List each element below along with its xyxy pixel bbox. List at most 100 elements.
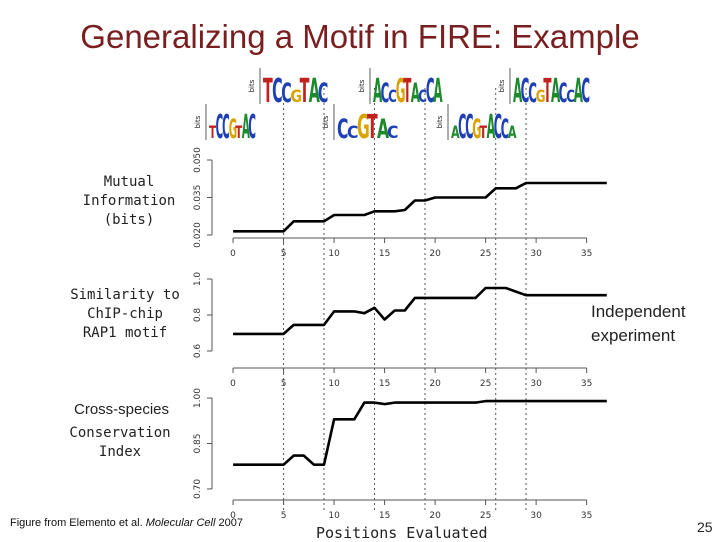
logo-letter-5-4: T bbox=[543, 71, 551, 110]
logo-letter-2-5: A bbox=[411, 77, 420, 108]
logo-letter-5-5: A bbox=[551, 71, 561, 110]
logo-bits-label-1: bits bbox=[248, 79, 256, 92]
x-tick-label-2-3: 15 bbox=[379, 511, 390, 521]
x-tick-label-0-4: 20 bbox=[429, 249, 441, 259]
logo-letter-1-2: C bbox=[281, 78, 291, 109]
logo-bits-label-0: bits bbox=[194, 115, 202, 128]
logo-letter-2-4: T bbox=[403, 71, 411, 110]
logo-letter-1-6: C bbox=[318, 78, 328, 109]
logo-letter-4-7: C bbox=[501, 113, 509, 144]
x-tick-label-1-3: 15 bbox=[379, 379, 390, 389]
x-tick-label-2-5: 25 bbox=[480, 511, 491, 521]
logo-letter-2-0: A bbox=[373, 71, 383, 110]
logo-letter-2-3: G bbox=[396, 71, 406, 110]
logo-bits-label-5: bits bbox=[498, 79, 506, 92]
logo-letter-3-1: C bbox=[347, 123, 358, 143]
y-tick-label-1-2: 1.0 bbox=[193, 272, 203, 287]
logo-bits-label-4: bits bbox=[436, 115, 444, 128]
logo-letter-4-8: A bbox=[508, 124, 517, 143]
logo-letter-2-7: C bbox=[426, 71, 435, 110]
x-tick-label-2-1: 5 bbox=[281, 511, 287, 521]
x-tick-label-2-0: 0 bbox=[230, 511, 236, 521]
logo-letter-5-9: C bbox=[581, 71, 590, 110]
slide-title: Generalizing a Motif in FIRE: Example bbox=[80, 18, 640, 55]
x-tick-label-0-6: 30 bbox=[530, 249, 542, 259]
logo-letter-3-3: T bbox=[367, 109, 378, 147]
x-tick-label-0-1: 5 bbox=[281, 249, 287, 259]
x-tick-label-0-7: 35 bbox=[581, 249, 592, 259]
x-tick-label-0-0: 0 bbox=[230, 249, 236, 259]
page-number: 25 bbox=[697, 519, 713, 535]
logo-letter-3-5: C bbox=[387, 123, 398, 143]
logo-letter-5-8: A bbox=[574, 71, 584, 110]
logo-letter-1-4: T bbox=[300, 71, 310, 110]
y-tick-label-1-1: 0.8 bbox=[193, 308, 203, 323]
x-tick-label-1-5: 25 bbox=[480, 379, 491, 389]
x-tick-label-1-2: 10 bbox=[328, 379, 340, 389]
logo-letter-5-1: C bbox=[521, 71, 530, 110]
logo-letter-0-3: G bbox=[229, 113, 237, 145]
y-tick-label-0-1: 0.035 bbox=[193, 185, 203, 211]
x-tick-label-0-3: 15 bbox=[379, 249, 390, 259]
logo-letter-3-0: C bbox=[337, 115, 348, 145]
x-tick-label-1-4: 20 bbox=[429, 379, 441, 389]
annotation-cross-species: Cross-species bbox=[74, 401, 170, 418]
y-tick-label-0-2: 0.050 bbox=[193, 147, 203, 173]
x-tick-label-2-4: 20 bbox=[429, 511, 441, 521]
ylabel-similarity: Similarity to ChIP-chip RAP1 motif bbox=[70, 287, 180, 341]
logo-letter-0-0: T bbox=[209, 124, 217, 143]
series-line-1 bbox=[233, 286, 607, 336]
x-tick-label-1-1: 5 bbox=[281, 379, 287, 389]
x-axis-label: Positions Evaluated bbox=[316, 524, 488, 542]
y-tick-label-2-0: 0.70 bbox=[193, 479, 203, 499]
ylabel-conservation: Conservation Index bbox=[69, 425, 171, 460]
logo-letter-4-3: G bbox=[472, 113, 481, 144]
y-tick-label-0-0: 0.020 bbox=[193, 222, 203, 248]
y-tick-label-2-2: 1.00 bbox=[193, 388, 203, 408]
credit-year: 2007 bbox=[215, 517, 243, 529]
x-tick-label-1-7: 35 bbox=[581, 379, 592, 389]
logo-letter-3-4: A bbox=[377, 115, 389, 145]
logo-bits-label-2: bits bbox=[358, 79, 366, 92]
figure-credit: Figure from Elemento et al. Molecular Ce… bbox=[10, 517, 243, 529]
x-tick-label-0-5: 25 bbox=[480, 249, 491, 259]
logo-letter-5-2: C bbox=[528, 77, 537, 108]
y-tick-label-1-0: 0.6 bbox=[193, 344, 203, 359]
logo-letter-4-2: C bbox=[465, 107, 473, 146]
y-tick-label-2-1: 0.85 bbox=[193, 433, 203, 453]
logo-letter-5-6: C bbox=[559, 77, 568, 108]
logo-letter-5-3: G bbox=[536, 88, 546, 106]
logo-letter-5-0: A bbox=[513, 71, 523, 110]
logo-letter-1-3: G bbox=[290, 87, 302, 106]
logo-letter-0-2: C bbox=[222, 107, 230, 146]
x-tick-label-1-0: 0 bbox=[230, 379, 236, 389]
x-tick-label-0-2: 10 bbox=[328, 249, 340, 259]
x-tick-label-2-2: 10 bbox=[328, 511, 340, 521]
logo-letter-1-1: C bbox=[272, 71, 282, 110]
ylabel-mutual-information: Mutual Information (bits) bbox=[82, 174, 176, 228]
logo-letter-2-8: A bbox=[433, 71, 443, 110]
x-tick-label-2-6: 30 bbox=[530, 511, 542, 521]
logo-letter-1-5: A bbox=[309, 71, 320, 110]
logo-letter-4-6: C bbox=[494, 107, 502, 146]
logo-letter-0-4: T bbox=[235, 124, 243, 143]
logo-letter-4-0: A bbox=[451, 124, 460, 143]
credit-prefix: Figure from Elemento et al. bbox=[10, 517, 146, 529]
logo-letter-3-2: G bbox=[357, 109, 370, 147]
logo-letter-1-0: T bbox=[263, 71, 273, 110]
x-tick-label-2-7: 35 bbox=[581, 511, 592, 521]
logo-letter-4-1: C bbox=[458, 107, 466, 146]
logo-letter-0-5: A bbox=[242, 107, 250, 146]
logo-letter-4-4: T bbox=[479, 124, 487, 143]
logo-letter-5-7: C bbox=[566, 88, 575, 106]
logo-letter-0-6: C bbox=[248, 107, 256, 146]
logo-letter-2-6: C bbox=[418, 88, 427, 106]
x-tick-label-1-6: 30 bbox=[530, 379, 542, 389]
series-line-0 bbox=[233, 181, 607, 233]
logo-letter-2-1: C bbox=[381, 77, 390, 108]
logo-letter-4-5: A bbox=[487, 107, 496, 146]
credit-journal: Molecular Cell bbox=[145, 517, 216, 529]
logo-letter-2-2: C bbox=[388, 88, 397, 106]
logo-letter-0-1: C bbox=[216, 107, 224, 146]
series-line-2 bbox=[233, 399, 607, 466]
